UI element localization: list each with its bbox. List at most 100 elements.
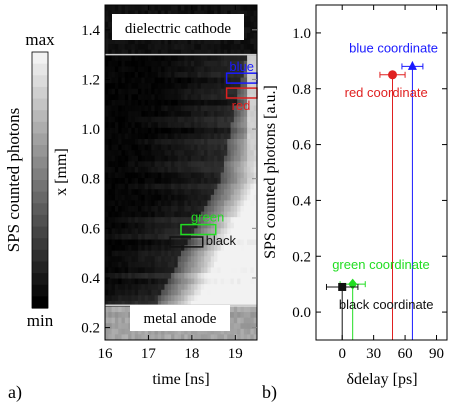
heatmap-cell <box>187 122 192 129</box>
heatmap-cell <box>105 261 109 269</box>
heatmap-cell <box>230 183 235 190</box>
heatmap-cell <box>167 217 172 224</box>
heatmap-cell <box>121 60 126 68</box>
heatmap-cell <box>220 278 225 285</box>
heatmap-cell <box>138 122 142 129</box>
heatmap-cell <box>111 49 116 56</box>
heatmap-cell <box>108 83 113 90</box>
heatmap-cell <box>105 328 109 336</box>
heatmap-cell <box>204 44 209 51</box>
heatmap-cell <box>184 194 189 202</box>
heatmap-cell <box>207 245 212 252</box>
heatmap-cell <box>161 161 166 168</box>
heatmap-cell <box>154 10 159 17</box>
heatmap-cell <box>124 83 129 90</box>
heatmap-cell <box>151 144 156 151</box>
heatmap-cell <box>138 211 142 218</box>
heatmap-cell <box>223 183 228 190</box>
heatmap-cell <box>200 150 205 157</box>
heatmap-cell <box>230 172 235 179</box>
heatmap-cell <box>220 155 225 162</box>
heatmap-cell <box>253 233 257 241</box>
heatmap-cell <box>111 284 116 291</box>
heatmap-cell <box>230 10 235 17</box>
heatmap-cell <box>118 49 123 56</box>
heatmap-cell <box>240 233 245 241</box>
heatmap-cell <box>161 133 166 140</box>
heatmap-cell <box>223 250 228 257</box>
heatmap-cell <box>187 166 192 174</box>
heatmap-cell <box>217 127 222 135</box>
heatmap-cell <box>247 334 251 340</box>
heatmap-cell <box>138 245 142 252</box>
heatmap-cell <box>210 55 215 62</box>
heatmap-cell <box>111 228 116 235</box>
heatmap-cell <box>144 200 149 207</box>
heatmap-cell <box>214 172 218 179</box>
heatmap-cell <box>210 111 215 118</box>
heatmap-cell <box>157 94 162 101</box>
heatmap-cell <box>154 300 159 308</box>
heatmap-cell <box>217 166 222 174</box>
heatmap-cell <box>154 150 159 157</box>
heatmap-cell <box>164 239 169 246</box>
heatmap-cell <box>164 206 169 213</box>
heatmap-cell <box>240 239 245 246</box>
heatmap-cell <box>230 222 235 229</box>
heatmap-cell <box>154 94 159 101</box>
heatmap-cell <box>108 289 113 296</box>
colorbar-step <box>32 145 48 158</box>
heatmap-cell <box>240 300 245 308</box>
heatmap-cell <box>134 55 139 62</box>
heatmap-cell <box>227 144 232 151</box>
heatmap-cell <box>134 133 139 140</box>
data-point <box>325 282 359 291</box>
heatmap-cell <box>217 83 222 90</box>
heatmap-cell <box>194 273 199 280</box>
heatmap-cell <box>184 88 189 95</box>
heatmap-cell <box>177 60 182 68</box>
heatmap-cell <box>243 10 248 17</box>
heatmap-cell <box>207 83 212 90</box>
heatmap-cell <box>174 222 179 229</box>
heatmap-cell <box>154 44 159 51</box>
heatmap-cell <box>174 328 179 336</box>
heatmap-cell <box>171 284 175 291</box>
heatmap-cell <box>240 133 245 140</box>
heatmap-cell <box>237 122 242 129</box>
heatmap-cell <box>164 133 169 140</box>
heatmap-cell <box>220 111 225 118</box>
heatmap-cell <box>134 116 139 123</box>
heatmap-cell <box>184 206 189 213</box>
cathode-label: dielectric cathode <box>125 21 232 37</box>
heatmap-cell <box>247 139 251 146</box>
heatmap-cell <box>154 161 159 168</box>
heatmap-cell <box>204 334 209 340</box>
heatmap-cell <box>187 222 192 229</box>
heatmap-cell <box>253 66 257 73</box>
heatmap-cell <box>220 38 225 45</box>
heatmap-cell <box>138 189 142 196</box>
heatmap-cell <box>184 239 189 246</box>
heatmap-cell <box>190 211 195 218</box>
heatmap-cell <box>181 44 185 51</box>
heatmap-cell <box>181 88 185 95</box>
heatmap-cell <box>161 278 166 285</box>
heatmap-cell <box>197 183 202 190</box>
heatmap-cell <box>124 172 129 179</box>
heatmap-cell <box>161 83 166 90</box>
heatmap-cell <box>118 139 123 146</box>
heatmap-cell <box>124 222 129 229</box>
heatmap-cell <box>167 49 172 56</box>
heatmap-cell <box>220 300 225 308</box>
heatmap-cell <box>154 284 159 291</box>
heatmap-cell <box>207 300 212 308</box>
heatmap-cell <box>227 233 232 241</box>
heatmap-cell <box>138 127 142 135</box>
heatmap-cell <box>187 334 192 340</box>
heatmap-cell <box>230 245 235 252</box>
heatmap-cell <box>131 228 136 235</box>
heatmap-cell <box>243 5 248 12</box>
x-tick-label: 30 <box>366 346 381 362</box>
heatmap-cell <box>187 189 192 196</box>
